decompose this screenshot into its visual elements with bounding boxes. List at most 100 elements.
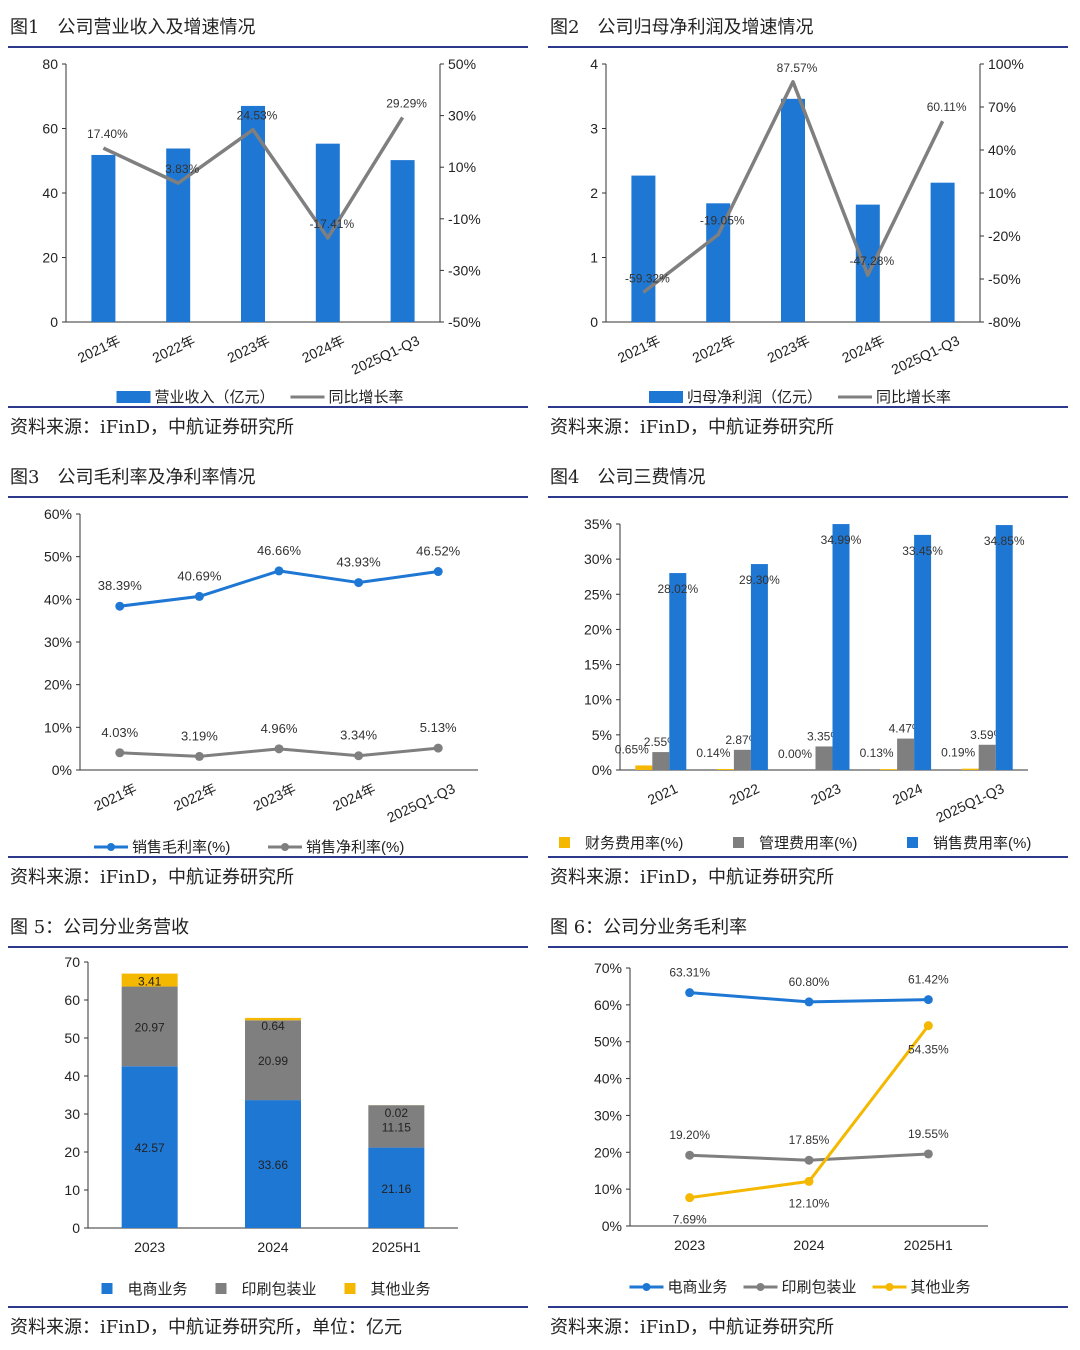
bar (635, 765, 653, 770)
data-label: 0.65% (615, 742, 649, 756)
margin-chart: 0% 10% 20% 30% 40% 50% 60% 2021年 2022年 2023年 2024年… (44, 506, 478, 856)
series-line (119, 569, 439, 608)
data-label: 4.03% (101, 725, 138, 740)
bar (315, 143, 340, 322)
x-axis-tick-label: 2023年 (251, 780, 299, 814)
x-axis-tick-label: 2021年 (91, 780, 139, 814)
data-label: 21.16 (381, 1182, 411, 1196)
data-label: 17.40% (87, 127, 128, 141)
left-axis-tick-label: 4 (590, 56, 598, 72)
data-label: 63.31% (669, 966, 710, 980)
panel-revenue: 图1 公司营业收入及增速情况 0 20 40 60 80 -50% -30% -10% 10% 3… (8, 8, 528, 446)
left-axis-tick-label: 80 (42, 56, 58, 72)
left-axis-tick-label: 5% (592, 727, 612, 743)
bar (978, 744, 996, 770)
bar (880, 769, 898, 770)
panel-expenses: 图4 公司三费情况 0% 5% 10% 15% 20% 25% 30% 35% 2021 2022… (548, 458, 1068, 896)
expense-ratio-chart: 0% 5% 10% 15% 20% 25% 30% 35% 2021 2022 2023 2024 20… (559, 516, 1031, 852)
data-label: 61.42% (908, 973, 949, 987)
legend-label: 管理费用率(%) (759, 835, 857, 852)
chart-title: 图2 公司归母净利润及增速情况 (548, 8, 1068, 48)
left-axis-tick-label: 60 (64, 992, 80, 1008)
data-label: 38.39% (98, 578, 143, 593)
data-label: 0.00% (778, 747, 812, 761)
segment-margin-chart: 0% 10% 20% 30% 40% 50% 60% 70% 2023 2024 2025H1 63.… (594, 960, 988, 1296)
data-label: 46.52% (416, 544, 461, 559)
data-point (804, 997, 814, 1007)
legend-marker (107, 843, 115, 851)
left-axis-tick-label: 50% (594, 1034, 622, 1050)
x-axis-tick-label: 2022 (727, 780, 762, 808)
data-point (923, 1021, 933, 1031)
x-axis-tick-label: 2023年 (225, 332, 273, 366)
right-axis-tick-label: 100% (988, 56, 1024, 72)
bar-segment (245, 1100, 301, 1228)
left-axis-tick-label: 0 (72, 1220, 80, 1236)
data-label: 24.53% (237, 109, 278, 123)
left-axis-tick-label: 30% (594, 1107, 622, 1123)
legend-label: 销售净利率(%) (306, 839, 404, 856)
left-axis-tick-label: 30% (584, 551, 612, 567)
bar (897, 738, 915, 770)
source-note: 资料来源：iFinD，中航证券研究所 (8, 856, 528, 896)
left-axis-tick-label: 20 (64, 1144, 80, 1160)
left-axis-tick-label: 40% (594, 1071, 622, 1087)
legend-marker (281, 843, 289, 851)
data-point (685, 1193, 695, 1203)
legend-swatch (559, 837, 570, 848)
left-axis-tick-label: 40% (44, 591, 72, 607)
bar-segment (368, 1147, 425, 1228)
bar (832, 524, 850, 770)
data-label: 29.30% (739, 573, 780, 587)
bar (706, 203, 731, 322)
right-axis-tick-label: -50% (988, 271, 1021, 287)
left-axis-tick-label: 10% (594, 1181, 622, 1197)
growth-line (102, 116, 405, 240)
left-axis-tick-label: 35% (584, 516, 612, 532)
data-label: 87.57% (777, 61, 818, 75)
x-axis-tick-label: 2023 (674, 1237, 705, 1253)
panel-segment-margin: 图 6：公司分业务毛利率 0% 10% 20% 30% 40% 50% 60% 70% 2023… (548, 908, 1068, 1346)
bar-segment (368, 1105, 425, 1148)
legend-label: 销售费用率(%) (933, 835, 1031, 852)
x-axis-tick-label: 2025Q1-Q3 (889, 332, 962, 378)
left-axis-tick-label: 50% (44, 549, 72, 565)
data-label: 33.45% (902, 544, 943, 558)
legend-label: 印刷包装业 (782, 1279, 857, 1296)
data-label: 60.11% (927, 100, 967, 114)
x-axis-tick-label: 2025H1 (904, 1237, 953, 1253)
data-label: 0.13% (860, 746, 894, 760)
left-axis-tick-label: 20% (44, 677, 72, 693)
data-label: 4.96% (261, 721, 298, 736)
x-axis-tick-label: 2024年 (299, 332, 347, 366)
data-point (923, 995, 933, 1005)
bar (815, 746, 833, 770)
legend-label: 营业收入（亿元） (155, 389, 275, 406)
chart-title: 图1 公司营业收入及增速情况 (8, 8, 528, 48)
legend-swatch (101, 1283, 113, 1294)
chart-title: 图 6：公司分业务毛利率 (548, 908, 1068, 948)
x-axis-tick-label: 2023 (134, 1239, 165, 1255)
legend-swatch (215, 1283, 227, 1294)
net-profit-chart: 0 1 2 3 4 -80% -50% -20% 10% 40% 70% 100% 2021年 2022年… (590, 56, 1024, 406)
data-point (194, 751, 204, 761)
bar-segment (245, 1017, 301, 1021)
right-axis-tick-label: 10% (448, 159, 476, 175)
bar (781, 98, 805, 322)
data-label: 43.93% (337, 555, 382, 570)
bar-segment (121, 986, 178, 1067)
source-note: 资料来源：iFinD，中航证券研究所 (548, 856, 1068, 896)
data-label: 3.34% (340, 728, 377, 743)
x-axis-tick-label: 2024年 (839, 332, 887, 366)
bar (961, 768, 979, 770)
left-axis-tick-label: 70 (64, 954, 80, 970)
left-axis-tick-label: 15% (584, 657, 612, 673)
right-axis-tick-label: 70% (988, 99, 1016, 115)
left-axis-tick-label: 10 (64, 1182, 80, 1198)
data-label: 54.35% (908, 1043, 949, 1057)
left-axis-tick-label: 40 (42, 185, 58, 201)
x-axis-tick-label: 2021 (645, 780, 680, 808)
data-point (923, 1149, 933, 1159)
right-axis-tick-label: 50% (448, 56, 476, 72)
legend-swatch (733, 837, 744, 848)
